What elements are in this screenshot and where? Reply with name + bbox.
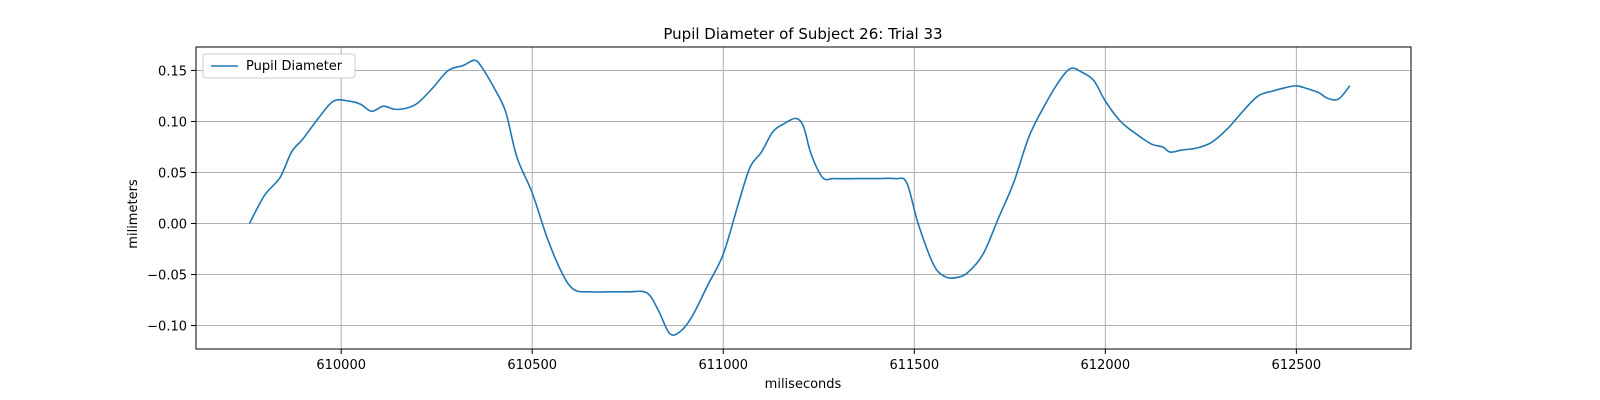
y-axis-label: milimeters [126,179,141,249]
legend: Pupil Diameter [202,53,356,79]
x-tick-label: 612500 [1272,358,1322,373]
x-tick-label: 612000 [1081,358,1131,373]
y-tick-label: −0.05 [147,269,187,284]
y-tick-label: 0.10 [158,115,187,130]
x-tick-label: 610000 [316,358,366,373]
chart-title: Pupil Diameter of Subject 26: Trial 33 [663,25,942,43]
x-tick-label: 610500 [507,358,557,373]
legend-box [202,53,356,79]
series-lines [248,59,1351,336]
x-axis-ticks: 610000 610500 611000 611500 612000 612500 [316,349,1321,373]
plot-frame [195,46,1412,350]
y-tick-label: 0.15 [158,64,187,79]
x-tick-label: 611500 [889,358,939,373]
y-tick-label: 0.00 [158,218,187,233]
y-tick-label: 0.05 [158,166,187,181]
x-tick-label: 611000 [698,358,748,373]
x-axis-label: miliseconds [765,377,842,392]
y-axis-ticks: −0.10 −0.05 0.00 0.05 0.10 0.15 [147,64,196,335]
series-line-pupil-diameter [248,59,1351,336]
grid-lines [196,47,1411,349]
y-tick-label: −0.10 [147,320,187,335]
legend-label: Pupil Diameter [246,59,343,74]
